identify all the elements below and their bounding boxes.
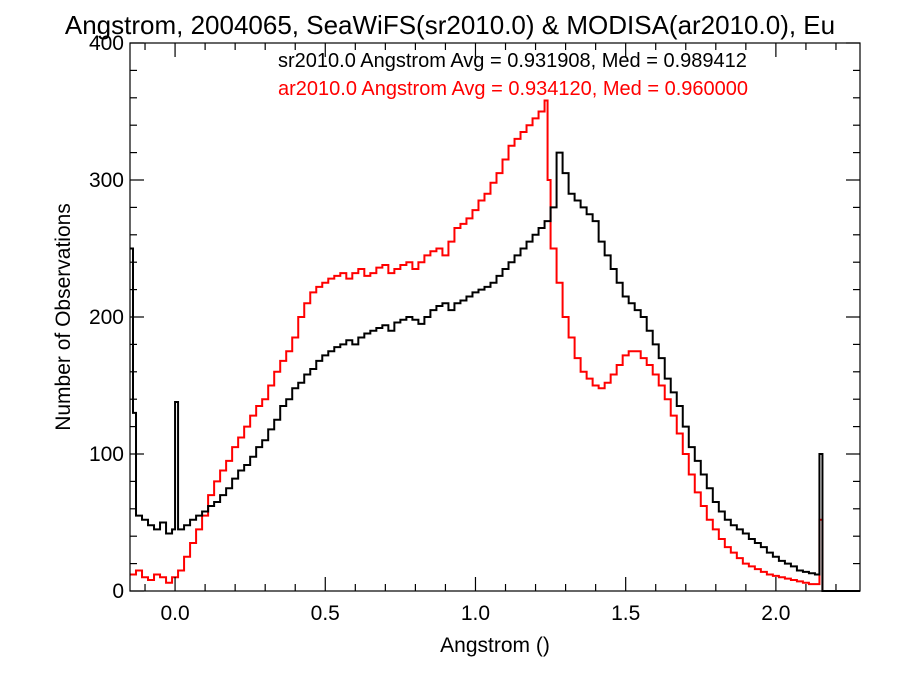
x-axis-label: Angstrom ()	[440, 634, 550, 657]
x-axis: 0.0 0.5 1.0 1.5 2.0	[144, 43, 837, 625]
x-tick-label: 2.0	[761, 602, 790, 625]
series-line-sr2010.0	[130, 151, 860, 592]
x-tick-label: 1.5	[611, 602, 640, 625]
x-tick-label: 0.5	[311, 602, 340, 625]
y-tick-label: 0	[112, 580, 124, 603]
series-layer	[130, 99, 860, 592]
legend-annotation-ar2010: ar2010.0 Angstrom Avg = 0.934120, Med = …	[278, 78, 748, 100]
y-axis: 0 100 200 300 400	[89, 32, 860, 603]
chart-title: Angstrom, 2004065, SeaWiFS(sr2010.0) & M…	[65, 10, 835, 40]
x-tick-label: 0.0	[160, 602, 189, 625]
plot-frame	[129, 42, 861, 592]
y-axis-label: Number of Observations	[52, 203, 75, 431]
legend-annotation-sr2010: sr2010.0 Angstrom Avg = 0.931908, Med = …	[278, 50, 747, 72]
y-tick-label: 200	[89, 306, 124, 329]
y-tick-label: 300	[89, 169, 124, 192]
y-tick-label: 400	[89, 32, 124, 55]
y-tick-label: 100	[89, 443, 124, 466]
series-line-ar2010.0	[130, 99, 860, 592]
x-tick-label: 1.0	[461, 602, 490, 625]
